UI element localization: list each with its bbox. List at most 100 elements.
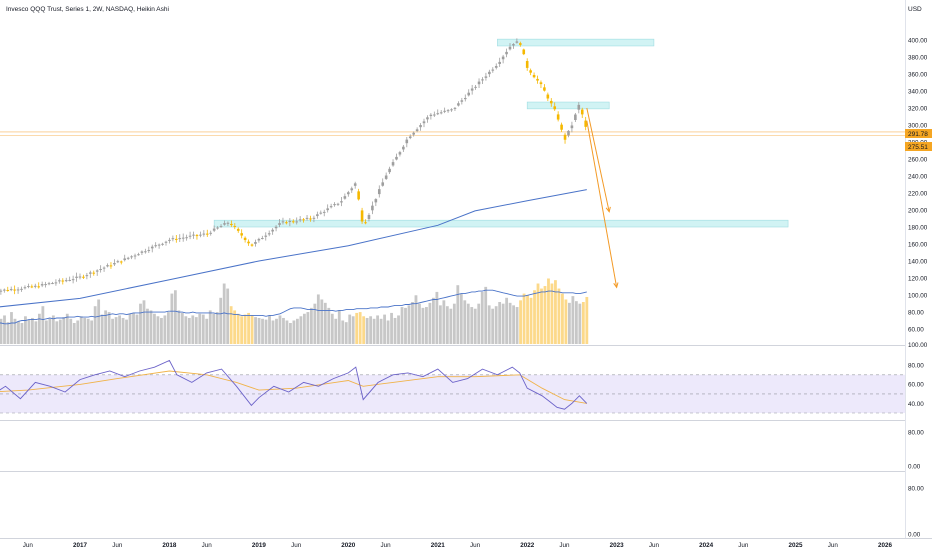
candle-body[interactable]: [44, 284, 47, 286]
candle-body[interactable]: [61, 280, 65, 282]
candle-body[interactable]: [226, 222, 230, 224]
zone-rect[interactable]: [526, 101, 610, 110]
candle-body[interactable]: [271, 229, 274, 232]
candle-body[interactable]: [233, 225, 237, 227]
candle-body[interactable]: [539, 82, 543, 85]
supply-demand-zones[interactable]: [213, 38, 789, 228]
candle-body[interactable]: [89, 272, 92, 274]
candle-body[interactable]: [494, 66, 498, 68]
candle-body[interactable]: [240, 233, 243, 236]
candle-body[interactable]: [209, 232, 213, 234]
arrow-head[interactable]: [605, 206, 611, 213]
candle-body[interactable]: [512, 44, 515, 46]
candle-body[interactable]: [309, 218, 312, 220]
candle-body[interactable]: [433, 114, 436, 116]
candle-body[interactable]: [219, 226, 223, 228]
arrow-line[interactable]: [586, 107, 610, 212]
candle-body[interactable]: [367, 214, 371, 220]
candle-body[interactable]: [58, 280, 61, 282]
candle-body[interactable]: [508, 46, 512, 50]
candle-body[interactable]: [560, 124, 563, 130]
candle-body[interactable]: [216, 227, 219, 229]
candle-body[interactable]: [23, 287, 27, 289]
candle-body[interactable]: [570, 125, 574, 129]
candle-body[interactable]: [199, 234, 202, 236]
candle-body[interactable]: [27, 286, 30, 288]
candle-body[interactable]: [119, 261, 123, 263]
candle-body[interactable]: [549, 100, 553, 104]
candle-body[interactable]: [147, 250, 151, 252]
candle-body[interactable]: [64, 280, 68, 282]
candle-body[interactable]: [92, 272, 96, 274]
candle-body[interactable]: [316, 214, 319, 217]
candle-body[interactable]: [0, 290, 3, 292]
candle-body[interactable]: [525, 61, 529, 68]
candle-body[interactable]: [426, 117, 429, 120]
candle-body[interactable]: [391, 162, 395, 166]
candle-body[interactable]: [460, 100, 464, 102]
candle-body[interactable]: [51, 283, 54, 285]
candle-body[interactable]: [161, 243, 164, 245]
projection-arrows[interactable]: [586, 107, 619, 289]
candle-body[interactable]: [6, 289, 10, 291]
candle-body[interactable]: [343, 196, 347, 199]
candle-body[interactable]: [498, 61, 501, 64]
candle-body[interactable]: [584, 120, 587, 127]
candle-body[interactable]: [422, 121, 426, 124]
candle-body[interactable]: [171, 238, 175, 240]
candle-body[interactable]: [450, 109, 453, 111]
candle-body[interactable]: [429, 114, 433, 117]
candle-body[interactable]: [443, 110, 446, 112]
candle-body[interactable]: [109, 265, 113, 267]
candle-body[interactable]: [68, 279, 71, 281]
candle-body[interactable]: [47, 283, 51, 285]
zone-rect[interactable]: [497, 38, 655, 47]
candle-body[interactable]: [175, 238, 178, 240]
candle-body[interactable]: [243, 237, 247, 241]
candle-body[interactable]: [202, 233, 206, 235]
candle-body[interactable]: [113, 263, 116, 265]
candle-body[interactable]: [384, 175, 388, 179]
candle-body[interactable]: [395, 156, 398, 160]
candle-body[interactable]: [577, 104, 581, 110]
candle-body[interactable]: [556, 114, 560, 120]
candle-body[interactable]: [123, 258, 127, 261]
candle-body[interactable]: [415, 129, 419, 132]
candle-body[interactable]: [522, 49, 526, 55]
candle-body[interactable]: [281, 221, 285, 223]
candle-body[interactable]: [305, 217, 309, 219]
candle-body[interactable]: [254, 241, 257, 244]
candle-body[interactable]: [405, 139, 409, 144]
candle-body[interactable]: [463, 97, 467, 100]
candle-body[interactable]: [137, 254, 140, 256]
candle-body[interactable]: [371, 205, 374, 211]
candle-body[interactable]: [223, 223, 226, 225]
candle-body[interactable]: [501, 56, 505, 60]
candle-body[interactable]: [467, 92, 471, 96]
candle-body[interactable]: [481, 79, 484, 81]
candle-body[interactable]: [40, 284, 44, 286]
candle-body[interactable]: [154, 245, 157, 247]
candle-body[interactable]: [188, 235, 192, 237]
candle-body[interactable]: [347, 192, 350, 195]
candle-body[interactable]: [381, 182, 385, 186]
candle-body[interactable]: [377, 189, 381, 195]
candle-body[interactable]: [457, 103, 460, 106]
candle-body[interactable]: [532, 74, 536, 78]
candle-body[interactable]: [491, 69, 495, 71]
candle-body[interactable]: [116, 261, 120, 263]
candle-body[interactable]: [302, 219, 305, 221]
candle-body[interactable]: [470, 88, 474, 91]
candle-body[interactable]: [350, 188, 354, 191]
candle-body[interactable]: [333, 204, 336, 206]
candle-body[interactable]: [580, 109, 584, 115]
candle-body[interactable]: [102, 267, 106, 269]
candle-body[interactable]: [364, 222, 367, 224]
candle-body[interactable]: [75, 276, 78, 278]
candle-body[interactable]: [185, 237, 188, 239]
candle-body[interactable]: [536, 78, 539, 81]
candle-body[interactable]: [529, 70, 532, 73]
candle-body[interactable]: [360, 210, 364, 222]
price-horizontal-lines[interactable]: [0, 131, 905, 136]
